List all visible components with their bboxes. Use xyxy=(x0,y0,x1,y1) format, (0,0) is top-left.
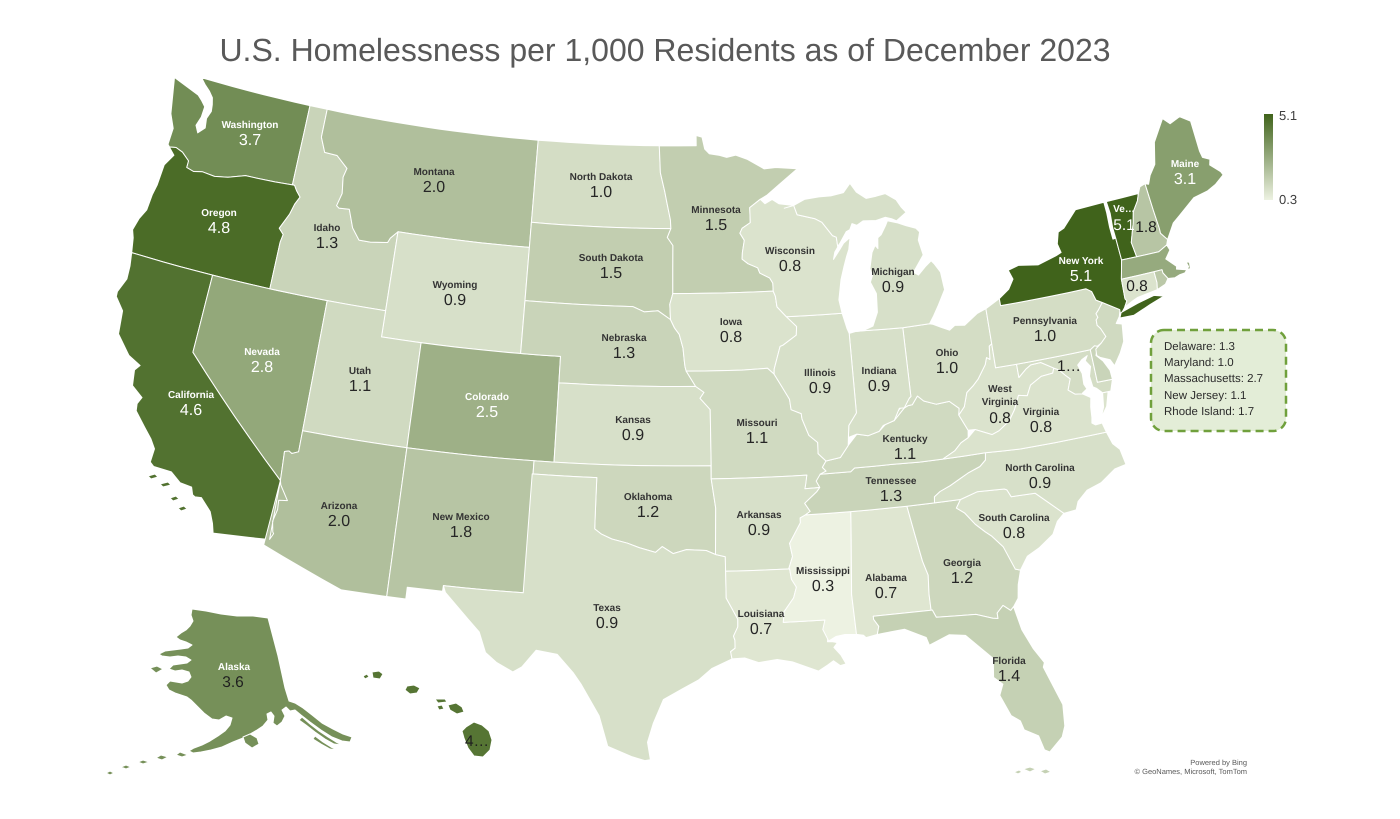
svg-text:0.7: 0.7 xyxy=(750,621,772,638)
svg-text:4.8: 4.8 xyxy=(208,220,230,237)
svg-text:Virginia: Virginia xyxy=(1023,407,1060,418)
svg-text:1.4: 1.4 xyxy=(998,668,1020,685)
svg-text:1.0: 1.0 xyxy=(936,360,958,377)
svg-text:Washington: Washington xyxy=(222,120,279,131)
svg-text:4.6: 4.6 xyxy=(180,402,202,419)
svg-text:3.1: 3.1 xyxy=(1174,171,1196,188)
svg-text:Montana: Montana xyxy=(413,167,455,178)
svg-text:Virginia: Virginia xyxy=(982,397,1019,408)
svg-text:Idaho: Idaho xyxy=(314,223,341,234)
svg-text:Rhode Island: 1.7: Rhode Island: 1.7 xyxy=(1164,406,1254,418)
svg-text:Oregon: Oregon xyxy=(201,208,237,219)
svg-text:Georgia: Georgia xyxy=(943,558,981,569)
svg-text:1.1: 1.1 xyxy=(894,446,916,463)
svg-text:0.9: 0.9 xyxy=(596,615,618,632)
svg-text:0.8: 0.8 xyxy=(1126,278,1148,295)
svg-text:Alabama: Alabama xyxy=(865,573,907,584)
svg-text:Michigan: Michigan xyxy=(871,267,914,278)
svg-text:© GeoNames, Microsoft, TomTom: © GeoNames, Microsoft, TomTom xyxy=(1135,767,1248,776)
svg-text:Arizona: Arizona xyxy=(321,501,358,512)
svg-text:Pennsylvania: Pennsylvania xyxy=(1013,316,1077,327)
svg-text:5.1: 5.1 xyxy=(1279,108,1297,123)
svg-text:1.3: 1.3 xyxy=(613,345,635,362)
svg-text:Colorado: Colorado xyxy=(465,392,509,403)
svg-text:1.3: 1.3 xyxy=(880,488,902,505)
svg-text:1.8: 1.8 xyxy=(1135,219,1157,236)
svg-text:0.9: 0.9 xyxy=(1029,475,1051,492)
svg-text:Utah: Utah xyxy=(349,366,371,377)
svg-text:Alaska: Alaska xyxy=(218,662,251,673)
svg-text:2.0: 2.0 xyxy=(328,513,350,530)
svg-text:0.3: 0.3 xyxy=(1279,192,1297,207)
svg-text:1.8: 1.8 xyxy=(450,524,472,541)
svg-text:Nevada: Nevada xyxy=(244,347,280,358)
svg-text:0.8: 0.8 xyxy=(989,410,1011,427)
svg-text:2.0: 2.0 xyxy=(423,179,445,196)
svg-text:Kentucky: Kentucky xyxy=(882,434,927,445)
svg-text:South Dakota: South Dakota xyxy=(579,253,644,264)
svg-text:Maryland: 1.0: Maryland: 1.0 xyxy=(1164,357,1234,369)
svg-text:1.2: 1.2 xyxy=(951,570,973,587)
svg-text:0.9: 0.9 xyxy=(622,427,644,444)
svg-text:Massachusetts: 2.7: Massachusetts: 2.7 xyxy=(1164,373,1263,385)
svg-text:3.7: 3.7 xyxy=(239,132,261,149)
svg-text:California: California xyxy=(168,390,215,401)
svg-text:4…: 4… xyxy=(465,733,489,750)
svg-text:0.9: 0.9 xyxy=(748,522,770,539)
svg-text:Kansas: Kansas xyxy=(615,415,651,426)
svg-text:Iowa: Iowa xyxy=(720,317,743,328)
svg-text:0.9: 0.9 xyxy=(809,380,831,397)
svg-text:0.8: 0.8 xyxy=(720,329,742,346)
svg-text:1…: 1… xyxy=(1057,358,1081,375)
svg-text:0.9: 0.9 xyxy=(868,378,890,395)
svg-text:New Jersey: 1.1: New Jersey: 1.1 xyxy=(1164,390,1246,402)
svg-text:1.5: 1.5 xyxy=(600,265,622,282)
svg-text:U.S. Homelessness per 1,000 Re: U.S. Homelessness per 1,000 Residents as… xyxy=(219,32,1110,68)
svg-text:5.1: 5.1 xyxy=(1070,268,1092,285)
svg-text:Florida: Florida xyxy=(992,656,1026,667)
svg-text:South Carolina: South Carolina xyxy=(978,513,1050,524)
svg-text:New Mexico: New Mexico xyxy=(432,512,489,523)
svg-text:1.3: 1.3 xyxy=(316,235,338,252)
svg-text:0.7: 0.7 xyxy=(875,585,897,602)
svg-text:Nebraska: Nebraska xyxy=(601,333,646,344)
svg-text:Minnesota: Minnesota xyxy=(691,205,741,216)
svg-text:Oklahoma: Oklahoma xyxy=(624,492,673,503)
svg-text:1.0: 1.0 xyxy=(590,184,612,201)
svg-text:North Carolina: North Carolina xyxy=(1005,463,1075,474)
svg-text:1.5: 1.5 xyxy=(705,217,727,234)
svg-text:Tennessee: Tennessee xyxy=(866,476,917,487)
svg-text:0.8: 0.8 xyxy=(779,258,801,275)
svg-text:Mississippi: Mississippi xyxy=(796,566,850,577)
svg-text:Ve…: Ve… xyxy=(1113,204,1135,215)
svg-text:1.0: 1.0 xyxy=(1034,328,1056,345)
svg-text:New York: New York xyxy=(1059,256,1104,267)
svg-text:1.1: 1.1 xyxy=(349,378,371,395)
svg-text:5.1: 5.1 xyxy=(1113,217,1135,234)
svg-text:2.5: 2.5 xyxy=(476,404,498,421)
svg-text:0.9: 0.9 xyxy=(882,279,904,296)
svg-text:2.8: 2.8 xyxy=(251,359,273,376)
svg-text:Missouri: Missouri xyxy=(736,418,777,429)
svg-text:Powered by Bing: Powered by Bing xyxy=(1190,758,1247,767)
svg-text:0.9: 0.9 xyxy=(444,292,466,309)
svg-text:1.1: 1.1 xyxy=(746,430,768,447)
svg-text:1.2: 1.2 xyxy=(637,504,659,521)
svg-text:Ohio: Ohio xyxy=(936,348,959,359)
svg-text:Texas: Texas xyxy=(593,603,621,614)
svg-text:Arkansas: Arkansas xyxy=(736,510,781,521)
svg-text:North Dakota: North Dakota xyxy=(570,172,633,183)
svg-text:Illinois: Illinois xyxy=(804,368,836,379)
svg-text:Wyoming: Wyoming xyxy=(433,280,478,291)
svg-text:0.8: 0.8 xyxy=(1030,419,1052,436)
svg-text:Wisconsin: Wisconsin xyxy=(765,246,815,257)
svg-text:0.8: 0.8 xyxy=(1003,525,1025,542)
svg-text:Delaware: 1.3: Delaware: 1.3 xyxy=(1164,341,1235,353)
svg-text:Maine: Maine xyxy=(1171,159,1200,170)
svg-text:3.6: 3.6 xyxy=(222,674,244,691)
svg-text:Indiana: Indiana xyxy=(861,366,896,377)
svg-text:0.3: 0.3 xyxy=(812,578,834,595)
svg-text:West: West xyxy=(988,384,1012,395)
svg-text:Louisiana: Louisiana xyxy=(738,609,785,620)
